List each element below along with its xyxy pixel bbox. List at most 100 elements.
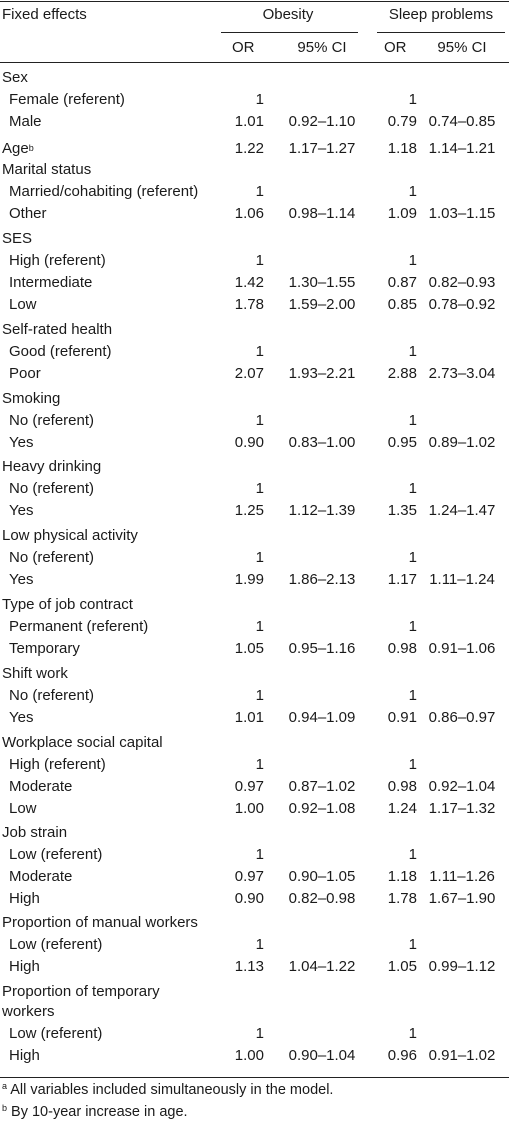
section-label: SES: [2, 230, 32, 248]
row-label-text: Self-rated health: [2, 321, 113, 338]
header-ci-obesity: 95% CI: [297, 39, 347, 56]
row-label-text: Shift work: [2, 665, 68, 682]
obesity-or-cell: 1: [255, 183, 264, 200]
header-ci-sleep: 95% CI: [437, 39, 487, 56]
obesity-or-cell: 0.97: [234, 868, 264, 885]
row-label: High: [9, 890, 40, 908]
obesity-ci-cell: 1.86–2.13: [288, 571, 356, 588]
obesity-or-cell: 1.06: [234, 205, 264, 222]
row-label-text: Age: [2, 140, 29, 157]
obesity-or-cell: 1.01: [234, 113, 264, 130]
obesity-ci-cell: 0.90–1.04: [288, 1047, 356, 1064]
sleep-ci-cell: 1.11–1.24: [429, 571, 495, 588]
row-label-text: Permanent (referent): [9, 618, 149, 635]
obesity-ci-cell: 1.04–1.22: [288, 958, 356, 975]
row-label-text: Yes: [9, 502, 34, 519]
obesity-ci-cell: 1.17–1.27: [288, 140, 356, 157]
obesity-or-cell: 1.99: [234, 571, 264, 588]
row-label: High (referent): [9, 756, 106, 774]
sleep-ci-cell: 1.67–1.90: [428, 890, 496, 907]
sleep-or-cell: 1.18: [387, 868, 417, 885]
footnote-text: All variables included simultaneously in…: [10, 1082, 334, 1098]
row-label: No (referent): [9, 549, 94, 567]
obesity-or-cell: 0.90: [234, 890, 264, 907]
sleep-ci-cell: 0.99–1.12: [428, 958, 496, 975]
sleep-or-cell: 1.35: [387, 502, 417, 519]
sleep-or-cell: 1: [408, 480, 417, 497]
row-label-text: Intermediate: [9, 274, 93, 291]
obesity-or-cell: 1.42: [234, 274, 264, 291]
row-label: Yes: [9, 502, 33, 520]
sleep-ci-cell: 0.82–0.93: [428, 274, 496, 291]
row-label: High (referent): [9, 252, 106, 270]
section-label: Smoking: [2, 390, 60, 408]
row-label-text: Temporary: [9, 640, 80, 657]
row-label-text: Yes: [9, 434, 34, 451]
obesity-or-cell: 1: [255, 343, 264, 360]
row-label-text: Female (referent): [9, 91, 125, 108]
obesity-or-cell: 1: [255, 412, 264, 429]
row-label-text: High: [9, 1047, 40, 1064]
sleep-or-cell: 1: [408, 756, 417, 773]
row-label-text: Low (referent): [9, 846, 103, 863]
row-label-text: No (referent): [9, 549, 95, 566]
obesity-or-cell: 1.78: [234, 296, 264, 313]
sleep-or-cell: 0.96: [387, 1047, 417, 1064]
sleep-group-rule: [377, 32, 505, 33]
section-label: Low physical activity: [2, 527, 138, 545]
obesity-or-cell: 1.00: [234, 1047, 264, 1064]
row-label: Yes: [9, 434, 33, 452]
row-label: Good (referent): [9, 343, 112, 361]
sleep-or-cell: 1.17: [387, 571, 417, 588]
row-label: Low (referent): [9, 1025, 102, 1043]
section-label: Proportion of manual workers: [2, 914, 198, 932]
row-label-text: workers: [2, 1003, 55, 1020]
sleep-ci-cell: 1.03–1.15: [428, 205, 496, 222]
row-label-text: Marital status: [2, 161, 92, 178]
top-rule: [0, 1, 509, 2]
footnote-mark: a: [2, 1081, 8, 1091]
obesity-or-cell: 1: [255, 618, 264, 635]
obesity-or-cell: 1.13: [234, 958, 264, 975]
sleep-ci-cell: 0.78–0.92: [428, 296, 496, 313]
section-label: Type of job contract: [2, 596, 133, 614]
obesity-ci-cell: 0.98–1.14: [288, 205, 356, 222]
obesity-or-cell: 1.22: [234, 140, 264, 157]
sleep-ci-cell: 0.91–1.06: [428, 640, 496, 657]
obesity-ci-cell: 1.12–1.39: [288, 502, 356, 519]
obesity-ci-cell: 0.82–0.98: [288, 890, 356, 907]
sleep-ci-cell: 0.92–1.04: [428, 778, 496, 795]
row-label-text: Low (referent): [9, 1025, 103, 1042]
header-bottom-rule: [0, 62, 509, 63]
row-label: Moderate: [9, 778, 72, 796]
row-label: Poor: [9, 365, 41, 383]
footnote-mark: b: [28, 143, 34, 153]
row-label: Female (referent): [9, 91, 125, 109]
obesity-ci-cell: 1.59–2.00: [288, 296, 356, 313]
sleep-or-cell: 1: [408, 91, 417, 108]
section-label: Workplace social capital: [2, 734, 163, 752]
row-label-text: Yes: [9, 571, 34, 588]
row-label: Yes: [9, 571, 33, 589]
row-label: Other: [9, 205, 47, 223]
sleep-or-cell: 1: [408, 1025, 417, 1042]
row-label-text: Married/cohabiting (referent): [9, 183, 199, 200]
footnote-b: b By 10-year increase in age.: [2, 1103, 188, 1120]
obesity-or-cell: 1: [255, 756, 264, 773]
obesity-ci-cell: 0.87–1.02: [288, 778, 356, 795]
sleep-ci-cell: 1.17–1.32: [428, 800, 496, 817]
sleep-or-cell: 1.09: [387, 205, 417, 222]
row-label-text: Good (referent): [9, 343, 112, 360]
sleep-or-cell: 1.24: [387, 800, 417, 817]
row-label: No (referent): [9, 480, 94, 498]
header-obesity: Obesity: [262, 6, 314, 23]
sleep-or-cell: 1.18: [387, 140, 417, 157]
sleep-or-cell: 1: [408, 618, 417, 635]
section-label: Self-rated health: [2, 321, 112, 339]
row-label: No (referent): [9, 412, 94, 430]
table-bottom-rule: [0, 1077, 509, 1078]
row-label: High: [9, 1047, 40, 1065]
row-label-text: SES: [2, 230, 33, 247]
obesity-or-cell: 1.01: [234, 709, 264, 726]
obesity-or-cell: 1: [255, 846, 264, 863]
